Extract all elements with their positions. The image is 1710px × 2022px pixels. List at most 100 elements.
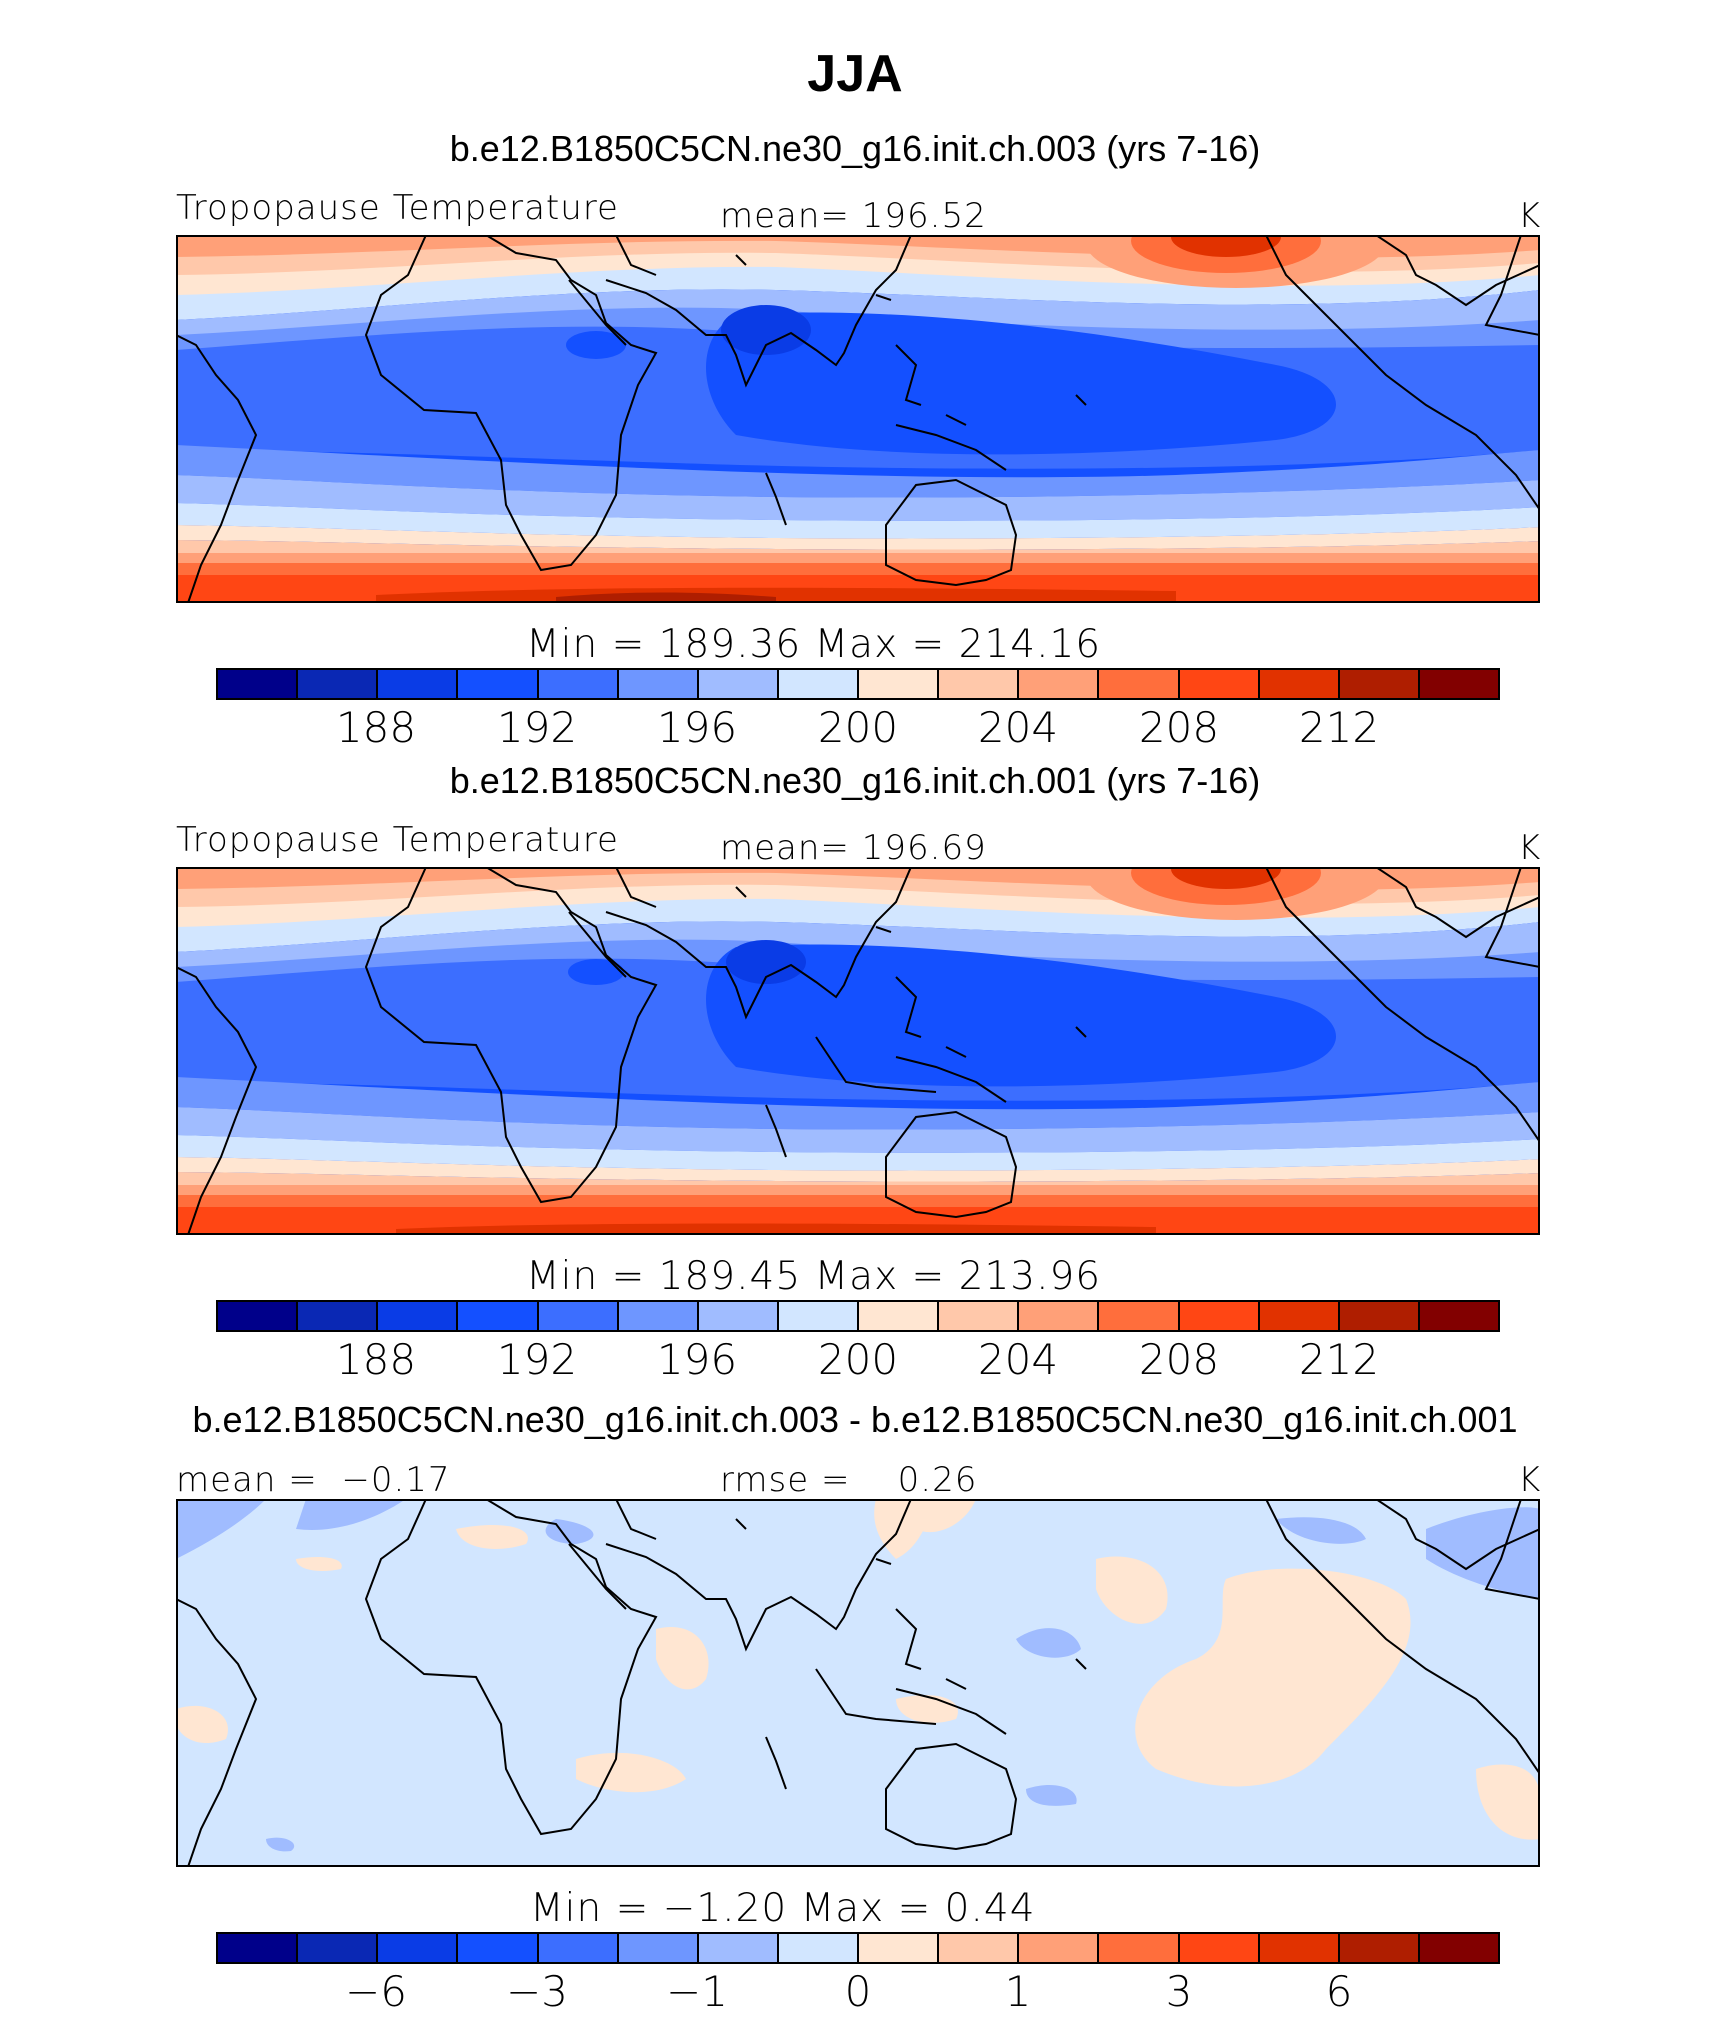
panel1-cbar-tick: 204 [977,703,1059,752]
cbar-swatch [859,1302,940,1330]
panel2-field [176,867,1540,1235]
panel1-cbar-tick: 192 [496,703,578,752]
panel1-cbar-tick: 196 [656,703,738,752]
cbar-swatch [298,1934,379,1962]
panel1-units: K [1518,196,1542,236]
panel2-cbar-tick: 204 [977,1335,1059,1384]
cbar-swatch [378,1302,459,1330]
cbar-swatch [218,670,299,698]
cbar-swatch [1339,1302,1420,1330]
panel1-cbar-tick: 208 [1138,703,1220,752]
panel2-cbar-tick: 208 [1138,1335,1220,1384]
panel2-colorbar [216,1300,1500,1332]
panel3-cbar-tick: −6 [345,1967,407,2016]
panel2-cbar-tick: 196 [656,1335,738,1384]
cbar-swatch [859,670,940,698]
panel1-field [176,235,1540,603]
cbar-swatch [1179,1302,1260,1330]
panel3-case-title: b.e12.B1850C5CN.ne30_g16.init.ch.003 - b… [192,1399,1518,1440]
panel2-map [176,867,1540,1235]
panel1-mean: mean= 196.52 [720,196,987,236]
cbar-swatch [698,1302,779,1330]
panel1-variable-label: Tropopause Temperature [176,188,619,228]
cbar-swatch [1099,670,1180,698]
panel1-case-title: b.e12.B1850C5CN.ne30_g16.init.ch.003 (yr… [449,128,1261,169]
cbar-swatch [1419,1302,1498,1330]
cbar-swatch [939,670,1020,698]
panel3-rmse-label: rmse = [720,1460,851,1500]
panel3-mean: mean = −0.17 [176,1460,451,1500]
cbar-swatch [618,1302,699,1330]
panel3-cbar-tick: 1 [1004,1967,1032,2016]
panel2-mean: mean= 196.69 [720,828,987,868]
panel3-minmax: Min = −1.20 Max = 0.44 [530,1886,1036,1931]
panel1-cbar-tick: 200 [817,703,899,752]
cbar-swatch [1419,670,1498,698]
cbar-swatch [1019,1934,1100,1962]
panel3-units: K [1518,1460,1542,1500]
cbar-swatch [298,1302,379,1330]
cbar-swatch [458,1934,539,1962]
cbar-swatch [538,1934,619,1962]
cbar-swatch [1099,1302,1180,1330]
panel3-frame [176,1499,1540,1867]
panel1-mean-value: 196.52 [861,196,987,236]
panel1-colorbar [216,668,1500,700]
panel1-frame [176,235,1540,603]
cbar-swatch [378,1934,459,1962]
panel2-coastlines [176,867,1540,1235]
cbar-swatch [698,1934,779,1962]
panel2-cbar-tick: 188 [335,1335,417,1384]
panel2-minmax: Min = 189.45 Max = 213.96 [526,1254,1102,1299]
panel3-cbar-tick: −3 [506,1967,568,2016]
cbar-swatch [778,670,859,698]
cbar-swatch [778,1934,859,1962]
panel2-case-title: b.e12.B1850C5CN.ne30_g16.init.ch.001 (yr… [449,760,1261,801]
cbar-swatch [1019,670,1100,698]
cbar-swatch [378,670,459,698]
cbar-swatch [538,1302,619,1330]
panel1-minmax: Min = 189.36 Max = 214.16 [526,622,1102,667]
cbar-swatch [218,1934,299,1962]
cbar-swatch [859,1934,940,1962]
panel3-map [176,1499,1540,1867]
panel2-frame [176,867,1540,1235]
panel1-cbar-tick: 212 [1298,703,1380,752]
panel3-cbar-tick: 0 [844,1967,872,2016]
cbar-swatch [1259,670,1340,698]
cbar-swatch [1339,670,1420,698]
panel1-coastlines: L670,215 L700,220 L760,225"/> [176,235,1540,603]
panel3-field [176,1499,1540,1867]
panel3-coastlines [176,1499,1540,1867]
cbar-swatch [778,1302,859,1330]
panel3-colorbar [216,1932,1500,1964]
panel2-cbar-tick: 192 [496,1335,578,1384]
cbar-swatch [1099,1934,1180,1962]
cbar-swatch [1259,1302,1340,1330]
cbar-swatch [1019,1302,1100,1330]
cbar-swatch [538,670,619,698]
panel3-cbar-tick: 3 [1165,1967,1193,2016]
cbar-swatch [1259,1934,1340,1962]
panel2-units: K [1518,828,1542,868]
panel3-rmse: rmse = 0.26 [720,1460,977,1500]
cbar-swatch [1419,1934,1498,1962]
cbar-swatch [618,1934,699,1962]
panel2-cbar-tick: 212 [1298,1335,1380,1384]
cbar-swatch [618,670,699,698]
panel1-map: L670,215 L700,220 L760,225"/> [176,235,1540,603]
panel3-rmse-value: 0.26 [897,1460,978,1500]
cbar-swatch [1179,1934,1260,1962]
panel1-cbar-tick: 188 [335,703,417,752]
panel3-mean-value: −0.17 [341,1460,451,1500]
panel2-cbar-tick: 200 [817,1335,899,1384]
panel3-cbar-tick: 6 [1325,1967,1353,2016]
cbar-swatch [1179,670,1260,698]
panel3-cbar-tick: −1 [666,1967,728,2016]
panel2-variable-label: Tropopause Temperature [176,820,619,860]
cbar-swatch [458,1302,539,1330]
panel2-mean-value: 196.69 [861,828,987,868]
cbar-swatch [458,670,539,698]
cbar-swatch [939,1302,1020,1330]
cbar-swatch [698,670,779,698]
